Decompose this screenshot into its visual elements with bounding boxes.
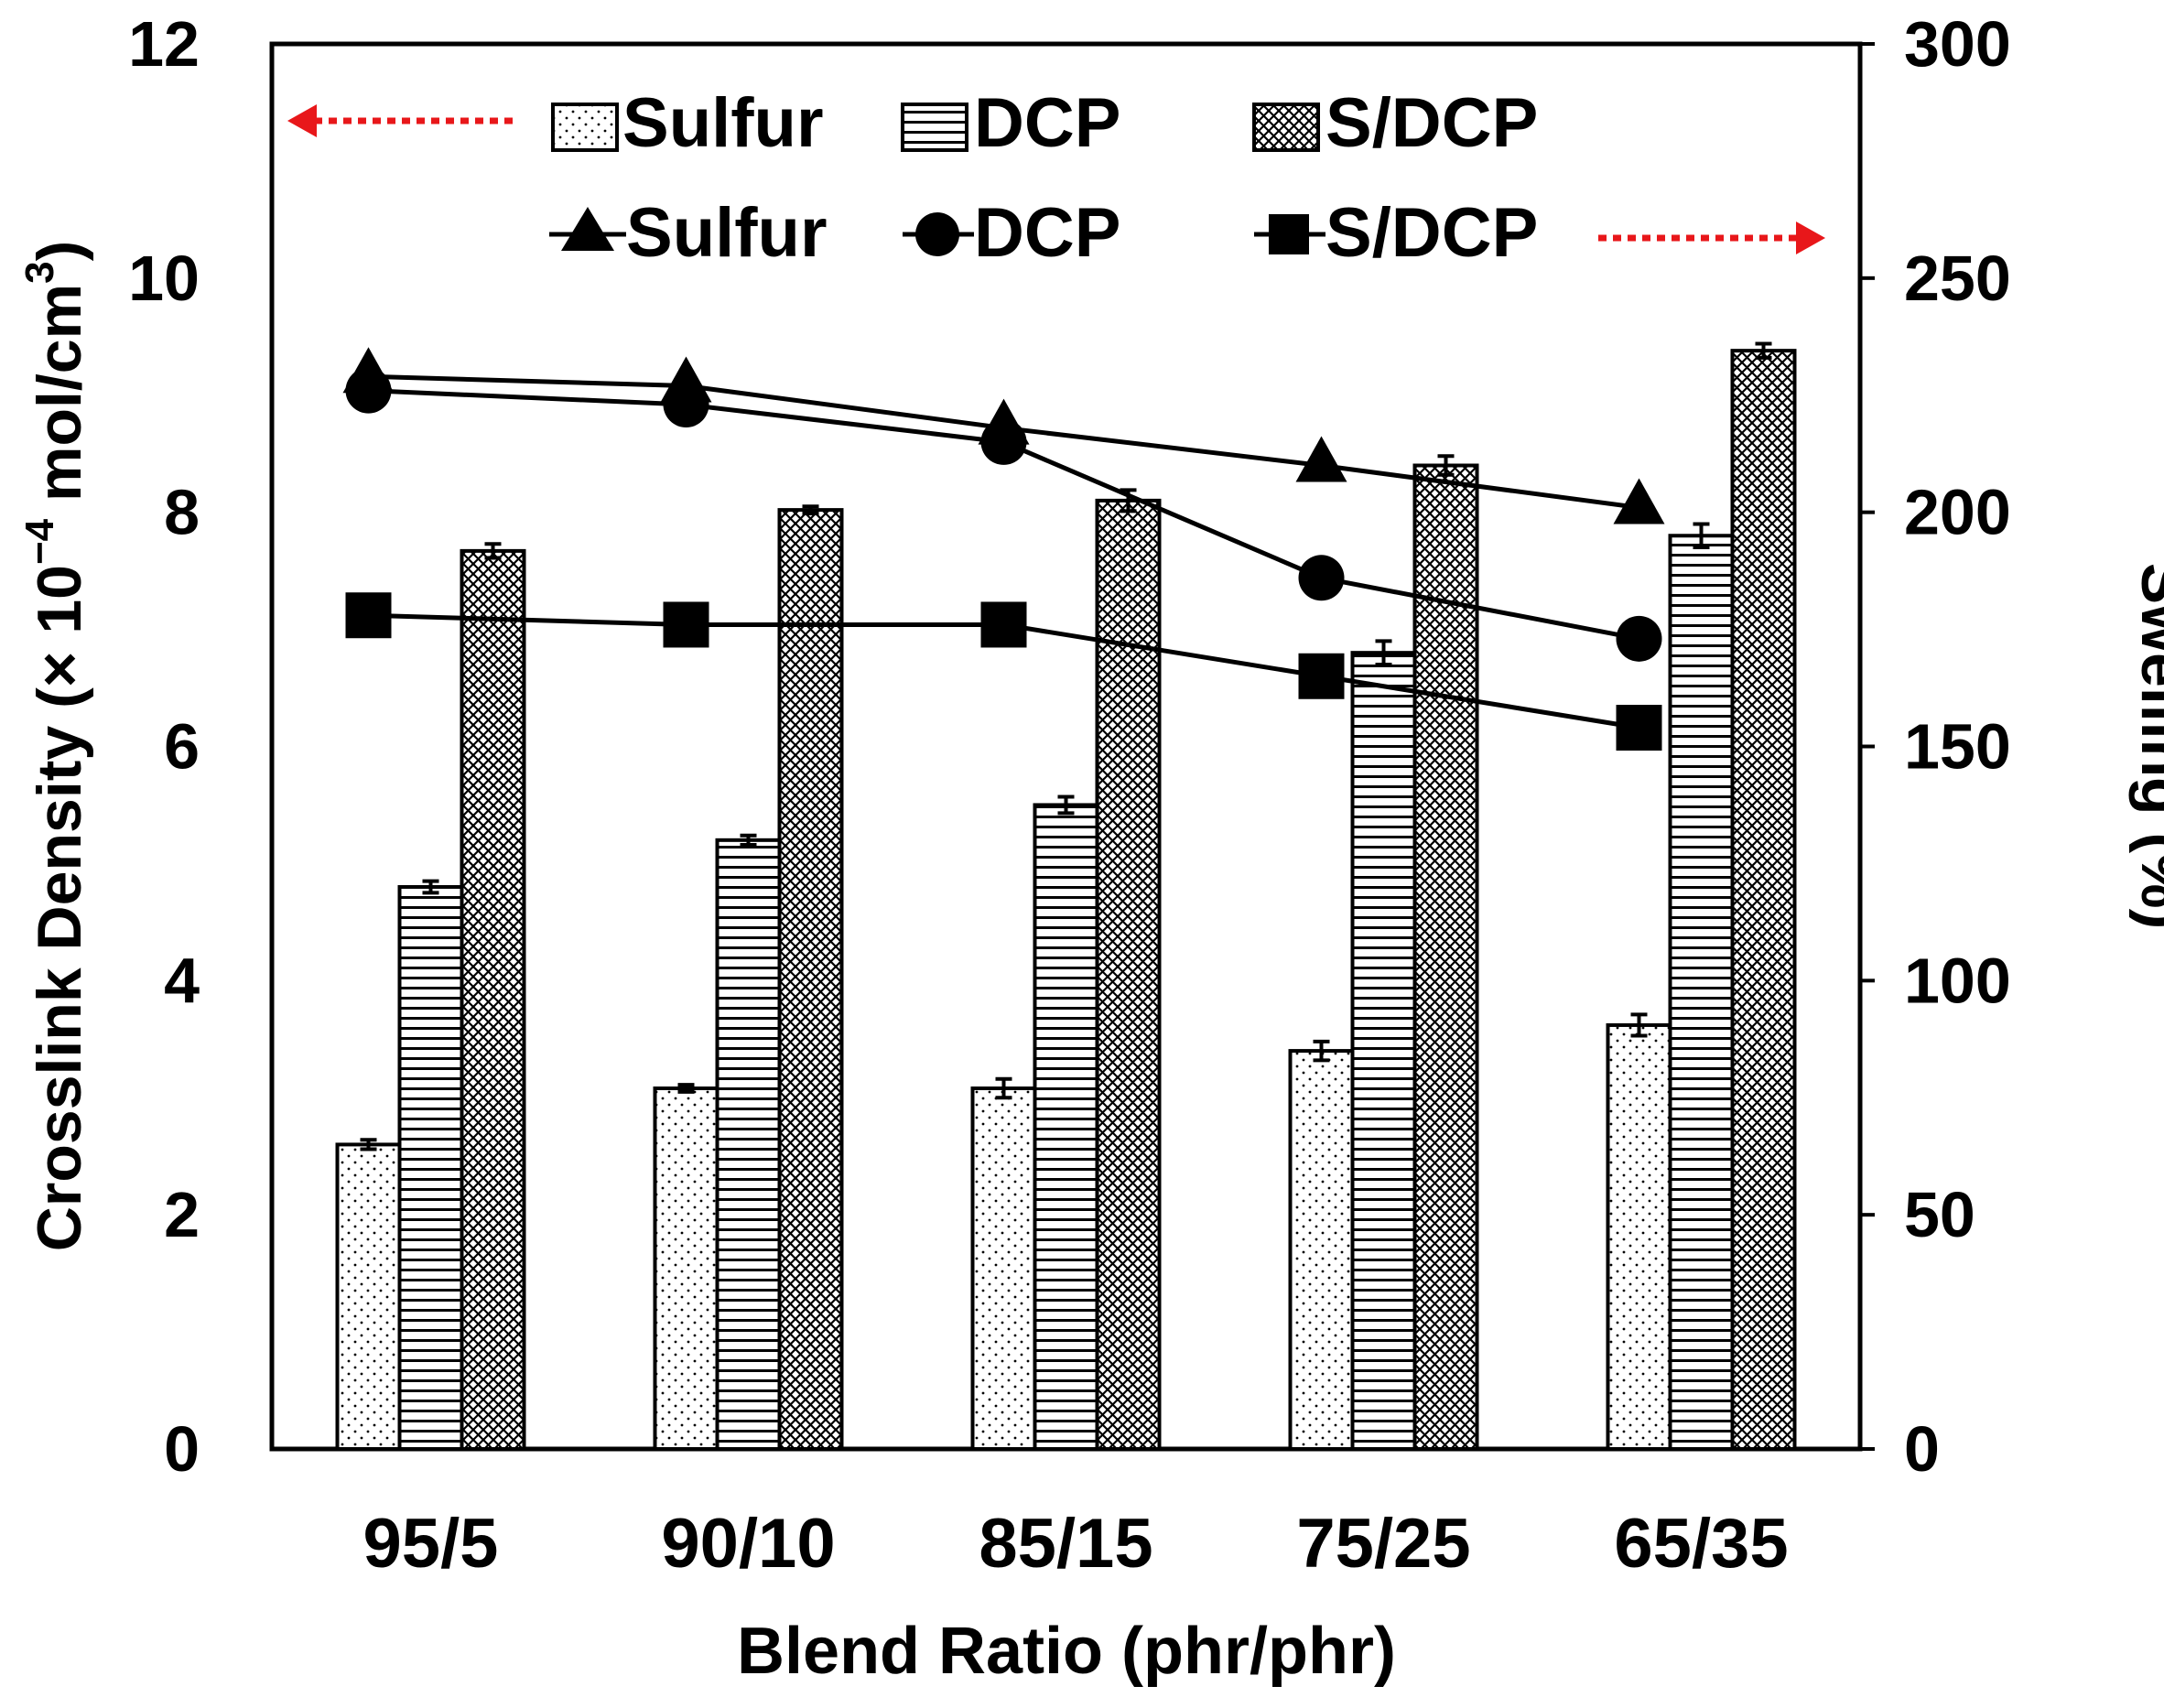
legend-bar-sulfur: Sulfur xyxy=(551,84,824,162)
y-right-tick-label-6: 300 xyxy=(1904,8,2011,80)
x-tick-label-3: 75/25 xyxy=(1296,1505,1470,1583)
legend: Sulfur DCP S/DCP Sulfur DCP S/DCP xyxy=(287,84,1825,272)
error-bar-dcp-4 xyxy=(1693,522,1710,550)
legend-line-sdcp: S/DCP xyxy=(1254,194,1538,272)
svg-text:Sulfur: Sulfur xyxy=(622,84,824,162)
bar-layer xyxy=(335,349,1797,1452)
legend-bar-sdcp: S/DCP xyxy=(1252,84,1538,162)
y-right-tick-label-5: 250 xyxy=(1904,243,2011,314)
y-right-tick-label-0: 0 xyxy=(1904,1413,1940,1485)
bar-dcp-4 xyxy=(1668,534,1735,1451)
y-left-tick-label-6: 12 xyxy=(128,8,200,80)
marker-dcp-2 xyxy=(980,418,1027,465)
y-left-tick-label-4: 8 xyxy=(164,477,200,548)
tick-layer: 0 2 4 6 8 10 12 0 50 100 150 200 250 300 95/5 90/10 85/1… xyxy=(128,8,2011,1583)
marker-s-dcp-1 xyxy=(663,601,709,648)
y-left-title-unit-exp: 3 xyxy=(17,261,62,283)
bar-sulfur-1 xyxy=(653,1086,720,1452)
y-left-title-exp: −4 xyxy=(17,518,62,565)
legend-line-sulfur: Sulfur xyxy=(549,194,828,272)
y-left-tick-label-0: 0 xyxy=(164,1413,200,1485)
bar-s-dcp-4 xyxy=(1730,349,1797,1451)
y-left-tick-label-3: 6 xyxy=(164,711,200,783)
y-axis-left-title: Crosslink Density (× 10−4 mol/cm3) xyxy=(17,241,94,1251)
error-bar-dcp-2 xyxy=(1057,795,1075,816)
error-bar-s-dcp-3 xyxy=(1437,454,1455,477)
y-right-tick-label-3: 150 xyxy=(1904,711,2011,783)
marker-dcp-3 xyxy=(1298,555,1345,601)
y-left-title-unit: mol/cm xyxy=(25,284,94,519)
svg-text:DCP: DCP xyxy=(974,194,1120,272)
svg-text:S/DCP: S/DCP xyxy=(1325,84,1538,162)
error-bar-dcp-0 xyxy=(422,879,439,895)
y-right-tick-label-2: 100 xyxy=(1904,945,2011,1016)
x-tick-label-2: 85/15 xyxy=(979,1505,1152,1583)
error-bar-dcp-1 xyxy=(740,833,757,847)
y-axis-right-title: Swelling (%) xyxy=(2128,563,2164,929)
error-bar-sulfur-2 xyxy=(995,1076,1012,1100)
bar-s-dcp-1 xyxy=(777,508,844,1452)
bar-dcp-0 xyxy=(397,885,464,1451)
bar-sulfur-3 xyxy=(1288,1049,1355,1452)
marker-sulfur-4 xyxy=(1613,478,1665,524)
marker-dcp-0 xyxy=(345,367,392,414)
y-left-tick-label-1: 2 xyxy=(164,1179,200,1250)
error-bar-sulfur-3 xyxy=(1313,1039,1330,1063)
y-left-tick-label-5: 10 xyxy=(128,243,200,314)
bar-dcp-1 xyxy=(715,838,782,1451)
marker-s-dcp-0 xyxy=(345,592,392,639)
bar-s-dcp-0 xyxy=(460,548,526,1451)
y-right-tick-label-4: 200 xyxy=(1904,477,2011,548)
error-bar-layer xyxy=(360,341,1772,1151)
y-left-tick-label-2: 4 xyxy=(164,945,200,1016)
x-tick-label-4: 65/35 xyxy=(1614,1505,1788,1583)
y-right-tick-label-1: 50 xyxy=(1904,1179,1975,1250)
bar-sulfur-4 xyxy=(1606,1022,1672,1451)
error-bar-s-dcp-1 xyxy=(802,504,819,515)
x-tick-label-0: 95/5 xyxy=(363,1505,499,1583)
bar-s-dcp-3 xyxy=(1412,463,1479,1451)
marker-dcp-1 xyxy=(663,381,709,427)
bar-dcp-3 xyxy=(1350,651,1417,1451)
bar-sulfur-0 xyxy=(335,1142,402,1451)
bar-sulfur-2 xyxy=(970,1086,1037,1452)
error-bar-sulfur-1 xyxy=(677,1083,695,1094)
bar-dcp-2 xyxy=(1033,803,1099,1451)
legend-line-dcp: DCP xyxy=(903,194,1120,272)
legend-right-arrow xyxy=(1598,222,1825,254)
line-layer xyxy=(342,347,1665,751)
legend-left-arrow xyxy=(287,104,513,137)
y-left-title-main: Crosslink Density (× 10 xyxy=(25,565,94,1251)
error-bar-s-dcp-4 xyxy=(1755,341,1772,360)
svg-text:Sulfur: Sulfur xyxy=(626,194,828,272)
x-tick-label-1: 90/10 xyxy=(661,1505,835,1583)
marker-s-dcp-4 xyxy=(1616,705,1662,751)
y-left-title-close: ) xyxy=(25,241,94,262)
marker-s-dcp-2 xyxy=(980,601,1027,648)
error-bar-dcp-3 xyxy=(1375,639,1392,666)
error-bar-s-dcp-0 xyxy=(484,542,502,560)
marker-sulfur-3 xyxy=(1295,436,1347,482)
error-bar-sulfur-4 xyxy=(1630,1012,1648,1038)
marker-s-dcp-3 xyxy=(1298,653,1345,699)
svg-text:S/DCP: S/DCP xyxy=(1325,194,1538,272)
error-bar-sulfur-0 xyxy=(360,1138,377,1151)
x-axis-title: Blend Ratio (phr/phr) xyxy=(737,1615,1396,1688)
legend-bar-dcp: DCP xyxy=(901,84,1120,162)
svg-text:DCP: DCP xyxy=(974,84,1120,162)
marker-dcp-4 xyxy=(1616,615,1662,662)
